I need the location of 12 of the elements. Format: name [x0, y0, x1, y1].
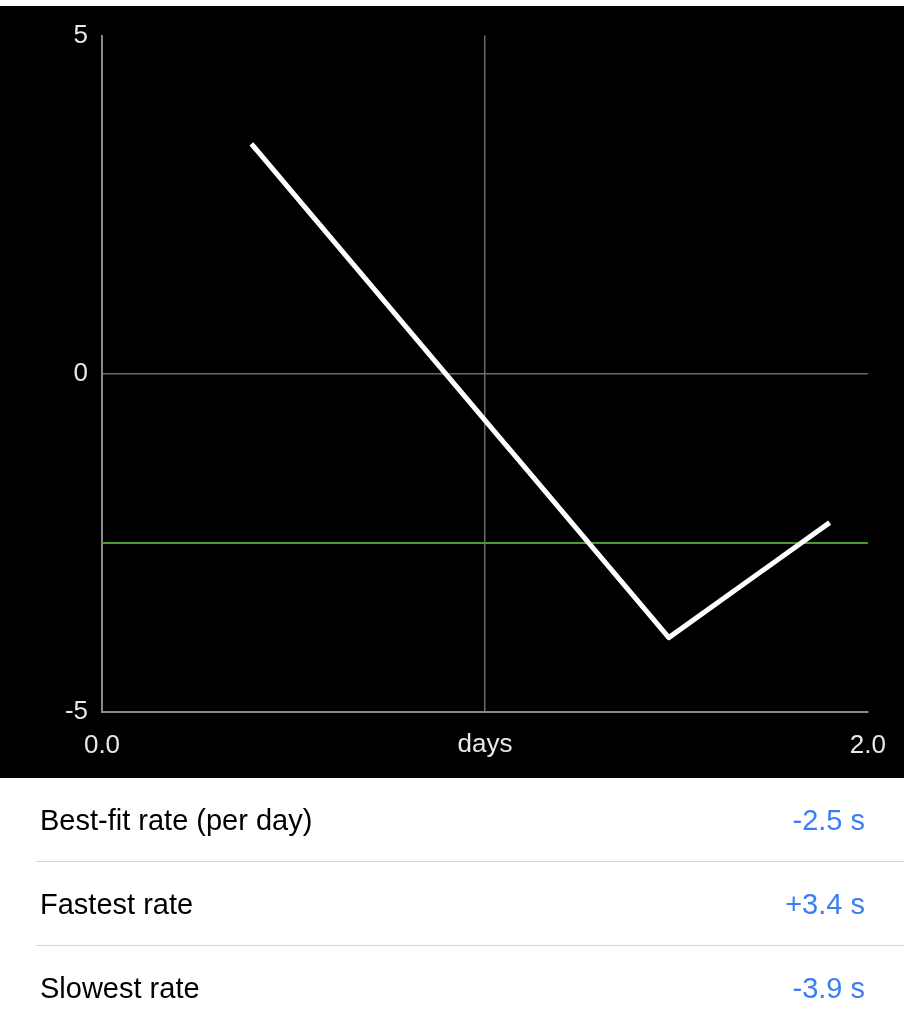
x-tick-label: 2.0 [849, 728, 887, 759]
x-axis-title: days [457, 728, 513, 759]
text: +3.4 s [785, 887, 865, 921]
x-tick-label: 0.0 [83, 728, 121, 759]
text: Slowest rate [40, 971, 200, 1005]
text: -2.5 s [792, 803, 865, 837]
text: -3.9 s [792, 971, 865, 1005]
y-tick-label: -5 [64, 695, 88, 726]
text: Best-fit rate (per day) [40, 803, 313, 837]
y-tick-label: 5 [73, 18, 88, 49]
text: Fastest rate [40, 887, 194, 921]
y-tick-label: 0 [73, 356, 88, 387]
